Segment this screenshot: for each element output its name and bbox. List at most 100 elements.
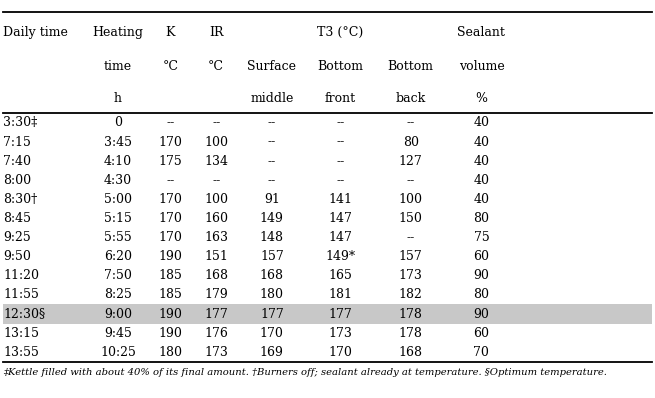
Text: 100: 100 <box>204 136 228 148</box>
Text: 179: 179 <box>204 289 228 301</box>
Text: 7:15: 7:15 <box>3 136 31 148</box>
Text: 5:55: 5:55 <box>104 231 132 244</box>
Text: 8:30†: 8:30† <box>3 193 37 206</box>
Text: 168: 168 <box>204 269 228 282</box>
Text: 9:50: 9:50 <box>3 250 31 263</box>
Text: 170: 170 <box>329 346 352 359</box>
Text: 157: 157 <box>260 250 284 263</box>
Text: 151: 151 <box>204 250 228 263</box>
Text: K: K <box>166 26 175 39</box>
Text: T3 (°C): T3 (°C) <box>318 26 364 39</box>
Text: 0: 0 <box>114 117 122 129</box>
Text: 181: 181 <box>329 289 352 301</box>
Text: 170: 170 <box>159 136 182 148</box>
Text: back: back <box>396 92 426 105</box>
Text: 170: 170 <box>159 231 182 244</box>
Text: 141: 141 <box>329 193 352 206</box>
Text: 149: 149 <box>260 212 284 225</box>
Text: 168: 168 <box>399 346 422 359</box>
Text: --: -- <box>337 174 345 187</box>
Text: --: -- <box>268 136 276 148</box>
Text: 147: 147 <box>329 212 352 225</box>
Text: 8:00: 8:00 <box>3 174 31 187</box>
Text: --: -- <box>212 117 220 129</box>
Text: 40: 40 <box>474 155 489 168</box>
Text: Heating: Heating <box>92 26 143 39</box>
Text: 190: 190 <box>159 308 182 320</box>
Text: 170: 170 <box>260 327 284 339</box>
Text: 173: 173 <box>204 346 228 359</box>
Text: 157: 157 <box>399 250 422 263</box>
Text: 170: 170 <box>159 212 182 225</box>
Text: 7:40: 7:40 <box>3 155 31 168</box>
Text: 7:50: 7:50 <box>104 269 132 282</box>
Text: 5:00: 5:00 <box>104 193 132 206</box>
Text: front: front <box>325 92 356 105</box>
Text: 4:10: 4:10 <box>104 155 132 168</box>
Text: --: -- <box>407 117 415 129</box>
Text: time: time <box>104 60 132 73</box>
Text: 170: 170 <box>159 193 182 206</box>
Text: 148: 148 <box>260 231 284 244</box>
Text: --: -- <box>268 174 276 187</box>
Text: 40: 40 <box>474 193 489 206</box>
Text: 9:45: 9:45 <box>104 327 132 339</box>
Text: 165: 165 <box>329 269 352 282</box>
Text: 70: 70 <box>474 346 489 359</box>
Text: 185: 185 <box>159 269 182 282</box>
Text: 90: 90 <box>474 308 489 320</box>
Text: °C: °C <box>162 60 178 73</box>
Text: 4:30: 4:30 <box>104 174 132 187</box>
Text: 40: 40 <box>474 136 489 148</box>
Text: 9:25: 9:25 <box>3 231 31 244</box>
Text: 40: 40 <box>474 174 489 187</box>
Text: 13:15: 13:15 <box>3 327 39 339</box>
Text: 149*: 149* <box>326 250 356 263</box>
Text: --: -- <box>268 117 276 129</box>
Text: 185: 185 <box>159 289 182 301</box>
Text: 169: 169 <box>260 346 284 359</box>
Text: 90: 90 <box>474 269 489 282</box>
Text: 190: 190 <box>159 327 182 339</box>
Text: IR: IR <box>209 26 223 39</box>
Text: h: h <box>114 92 122 105</box>
Text: --: -- <box>407 231 415 244</box>
Text: 163: 163 <box>204 231 228 244</box>
Text: Bottom: Bottom <box>318 60 364 73</box>
Text: 175: 175 <box>159 155 182 168</box>
Text: 160: 160 <box>204 212 228 225</box>
Text: middle: middle <box>250 92 293 105</box>
Text: 40: 40 <box>474 117 489 129</box>
Text: Surface: Surface <box>248 60 296 73</box>
Text: 100: 100 <box>204 193 228 206</box>
Text: 13:55: 13:55 <box>3 346 39 359</box>
Text: --: -- <box>407 174 415 187</box>
Text: 8:45: 8:45 <box>3 212 31 225</box>
Text: 11:55: 11:55 <box>3 289 39 301</box>
Text: --: -- <box>166 117 174 129</box>
Text: 177: 177 <box>204 308 228 320</box>
Text: 177: 177 <box>260 308 284 320</box>
Text: 176: 176 <box>204 327 228 339</box>
Text: 150: 150 <box>399 212 422 225</box>
Text: 173: 173 <box>329 327 352 339</box>
Text: 180: 180 <box>260 289 284 301</box>
Text: 190: 190 <box>159 250 182 263</box>
Text: 5:15: 5:15 <box>104 212 132 225</box>
Text: 178: 178 <box>399 308 422 320</box>
Text: 12:30§: 12:30§ <box>3 308 45 320</box>
Text: --: -- <box>212 174 220 187</box>
Text: 60: 60 <box>474 250 489 263</box>
Text: 80: 80 <box>403 136 419 148</box>
Text: --: -- <box>337 136 345 148</box>
Text: 91: 91 <box>264 193 280 206</box>
Text: 182: 182 <box>399 289 422 301</box>
Text: --: -- <box>337 155 345 168</box>
Text: 173: 173 <box>399 269 422 282</box>
Text: 100: 100 <box>399 193 422 206</box>
Text: 134: 134 <box>204 155 228 168</box>
Text: Daily time: Daily time <box>3 26 68 39</box>
Text: 3:30‡: 3:30‡ <box>3 117 37 129</box>
Text: volume: volume <box>458 60 504 73</box>
Text: Bottom: Bottom <box>388 60 434 73</box>
